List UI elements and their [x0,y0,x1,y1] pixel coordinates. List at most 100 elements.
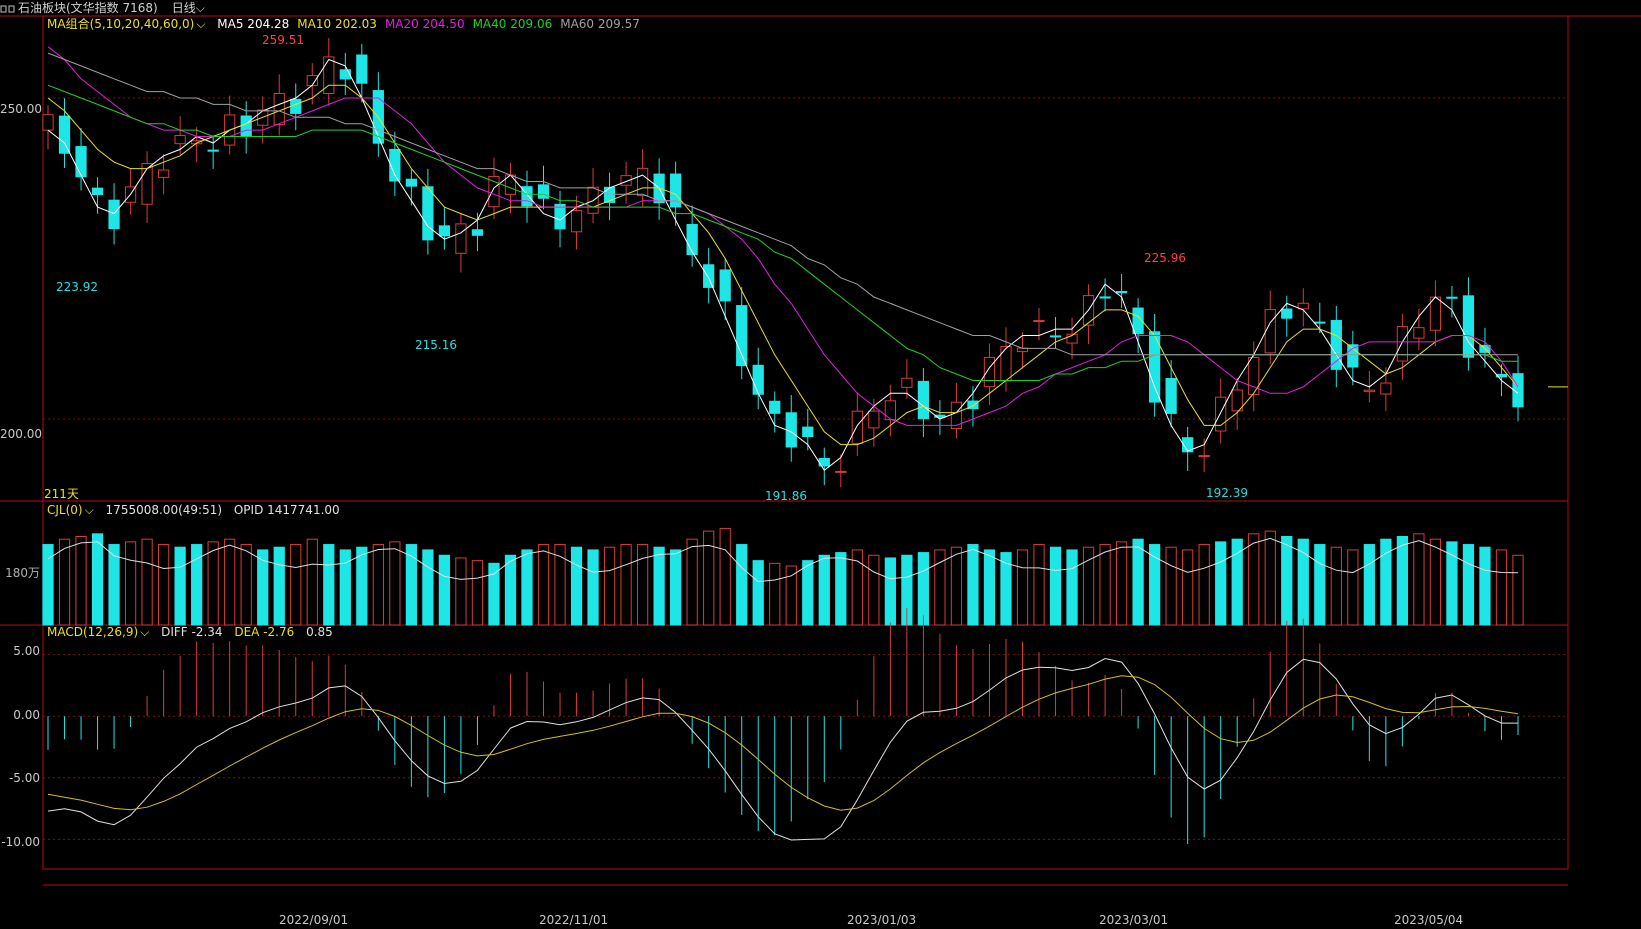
volume-bar [108,544,120,626]
volume-bar [174,546,186,626]
volume-bar [273,546,285,626]
volume-bar [504,554,517,626]
volume-bar [356,546,368,626]
volume-bar [471,560,484,626]
candle-body [1182,437,1194,453]
volume-bar [554,544,566,626]
candle-body [587,186,599,214]
y-tick-250: 250.00 [0,102,42,116]
candle-body [174,135,186,145]
candle-body [1479,344,1491,353]
candle-body [1115,290,1128,294]
candle-body [1281,308,1293,319]
candle-body [306,75,318,87]
volume-bar [1149,544,1161,626]
candle-body [1231,389,1243,412]
candle-body [58,115,71,154]
macd-y-tick-5: 5.00 [13,644,40,658]
candle-body [257,109,269,126]
candle-body [1462,295,1475,358]
ma-line-ma20 [47,46,1519,426]
volume-bar [901,554,913,626]
y-tick-200: 200.00 [0,427,42,441]
candle-body [636,167,649,197]
candle-body [1000,346,1012,382]
window-switch-icon[interactable] [0,4,16,14]
volume-bar [818,554,830,626]
volume-bar [157,544,170,626]
volume-bar [1446,541,1458,626]
candle-body [207,149,219,152]
candle-body [934,414,946,418]
volume-indicator-name[interactable]: CJL(0) [47,503,83,517]
candle-body [1396,326,1409,362]
diff-value: DIFF -2.34 [161,625,223,639]
candle-body [1297,302,1309,310]
volume-bar [306,538,318,626]
candle-body [1033,320,1045,323]
candle-body [405,178,417,187]
candle-body [1066,333,1078,344]
candle-body [554,203,566,230]
candle-body [471,229,484,236]
ma-line-ma40 [47,84,1518,381]
ma-indicator-name[interactable]: MA组合(5,10,20,40,60,0) [47,17,195,31]
candle-body [1512,373,1524,408]
volume-bar [91,533,104,626]
volume-bar [1314,544,1326,626]
candle-body [901,377,913,388]
volume-bar [570,546,583,626]
macd-indicator-name[interactable]: MACD(12,26,9) [47,625,139,639]
x-tick-label: 2023/05/04 [1394,913,1464,927]
candle-body [785,412,797,448]
x-tick-label: 2023/03/01 [1099,913,1169,927]
ma-line-ma5 [47,58,1519,472]
candle-body [703,264,715,288]
period-selector[interactable]: 日线⌵ [172,1,205,15]
volume-bar [884,557,896,626]
candle-body [1082,295,1095,326]
volume-bar [1165,546,1177,626]
candle-body [273,93,285,126]
volume-bar [405,544,417,626]
annotation-low3: 191.86 [765,489,807,503]
candle-body [1363,389,1375,393]
candle-body [224,114,236,146]
volume-bar [1033,544,1045,626]
volume-bar [752,560,764,626]
volume-bar [1198,544,1210,626]
volume-bar [290,544,302,626]
volume-bar [58,538,71,626]
annotation-high2: 225.96 [1144,251,1186,265]
volume-bar [686,538,698,626]
candle-body [504,174,517,195]
volume-bar [124,541,137,626]
volume-bar [1462,544,1475,626]
chevron-down-icon[interactable]: ⌵ [196,17,206,31]
instrument-title[interactable]: 石油板块(文华指数 7168) [18,1,158,15]
volume-bar [636,544,649,626]
volume-bar [537,544,550,626]
chevron-down-icon[interactable]: ⌵ [140,625,150,639]
candle-body [1215,396,1227,432]
chevron-down-icon[interactable]: ⌵ [84,503,94,517]
candle-body [521,186,533,207]
volume-bar [1132,538,1144,626]
candle-body [455,223,467,254]
candle-body [1165,377,1177,414]
volume-value: 1755008.00(49:51) [105,503,223,517]
volume-bar [488,562,500,626]
annotation-low2: 215.16 [415,338,457,352]
volume-bar [917,552,930,626]
period-label: 日线 [171,1,196,15]
candle-body [967,400,979,410]
volume-bar [1182,549,1194,626]
candle-body [868,410,880,429]
volume-bar [422,549,434,626]
candle-body [422,186,434,241]
volume-bar [1429,538,1442,626]
volume-bar [603,546,616,626]
volume-bar [1016,549,1029,626]
